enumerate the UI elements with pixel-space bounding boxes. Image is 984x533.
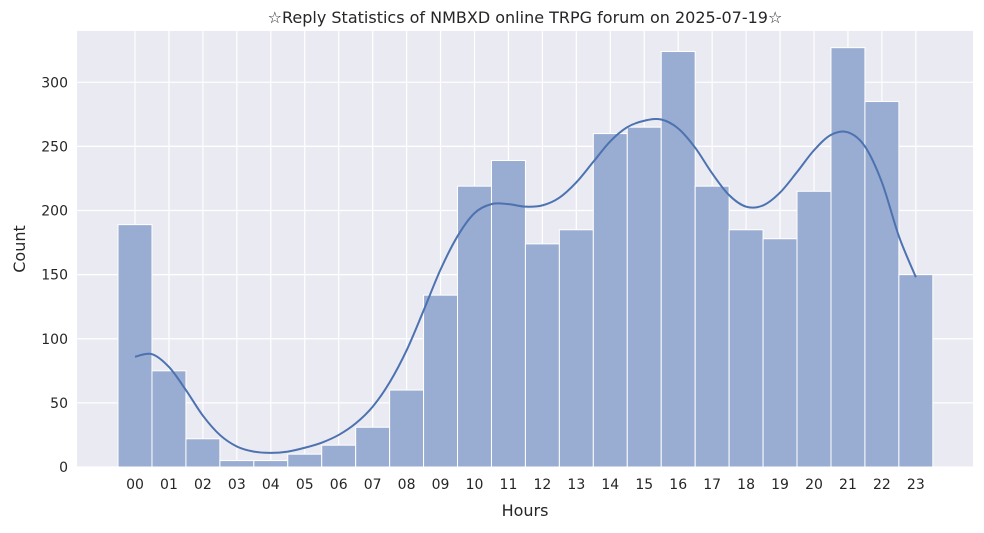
bar-00	[117, 224, 153, 468]
bar-11	[490, 160, 526, 468]
x-tick-label: 06	[330, 477, 348, 493]
bar-10	[457, 185, 492, 468]
bar-03	[219, 460, 255, 468]
x-tick-label: 09	[432, 477, 450, 493]
y-axis-label: Count	[10, 225, 29, 273]
x-tick-label: 18	[737, 477, 755, 493]
bar-16	[660, 51, 696, 468]
x-axis-label: Hours	[502, 501, 549, 520]
bar-23	[898, 274, 934, 468]
y-tick-label: 250	[41, 139, 68, 155]
x-tick-label: 02	[194, 477, 212, 493]
x-tick-label: 16	[669, 477, 687, 493]
y-tick-label: 150	[41, 268, 68, 284]
x-tick-label: 13	[567, 477, 585, 493]
x-tick-label: 12	[533, 477, 551, 493]
bar-08	[389, 389, 425, 468]
x-tick-label: 23	[907, 477, 925, 493]
x-tick-label: 03	[228, 477, 246, 493]
bar-02	[185, 438, 221, 468]
kde-layer	[134, 117, 917, 454]
bar-17	[694, 185, 730, 468]
x-tick-label: 07	[364, 477, 382, 493]
x-tick-label: 04	[262, 477, 280, 493]
bar-04	[253, 460, 289, 468]
x-tick-label: 14	[601, 477, 619, 493]
chart-title: ☆Reply Statistics of NMBXD online TRPG f…	[268, 8, 783, 27]
x-tick-label: 00	[126, 477, 144, 493]
x-tick-label: 08	[398, 477, 416, 493]
x-tick-labels: 00 01 02 03 04 05 06 07 08 09 10 11 12 13 14 15 16 17 18 19…	[126, 477, 925, 493]
kde-line	[134, 117, 917, 454]
bar-01	[151, 370, 187, 468]
bar-20	[796, 190, 832, 468]
y-tick-label: 300	[41, 75, 68, 91]
y-tick-labels: 0 50 100 150 200 250 300	[41, 75, 68, 476]
y-tick-label: 50	[50, 396, 68, 412]
bar-14	[592, 133, 628, 468]
bars	[117, 47, 934, 468]
x-tick-label: 11	[500, 477, 518, 493]
x-tick-label: 05	[296, 477, 314, 493]
y-tick-label: 0	[59, 460, 68, 476]
bar-07	[355, 426, 391, 468]
bar-15	[626, 126, 662, 468]
bar-09	[423, 294, 459, 468]
bar-05	[287, 453, 323, 468]
bar-19	[762, 238, 798, 468]
x-tick-label: 19	[771, 477, 789, 493]
bar-22	[864, 101, 900, 468]
bar-18	[728, 229, 764, 468]
bar-12	[524, 243, 560, 468]
bar-06	[321, 444, 357, 468]
x-tick-label: 01	[160, 477, 178, 493]
x-tick-label: 22	[873, 477, 891, 493]
x-tick-label: 21	[839, 477, 857, 493]
x-tick-label: 10	[466, 477, 484, 493]
bar-21	[830, 47, 866, 468]
y-tick-label: 100	[41, 332, 68, 348]
x-tick-label: 15	[635, 477, 653, 493]
bar-13	[558, 229, 594, 468]
y-tick-label: 200	[41, 204, 68, 220]
x-tick-label: 20	[805, 477, 823, 493]
x-tick-label: 17	[703, 477, 721, 493]
